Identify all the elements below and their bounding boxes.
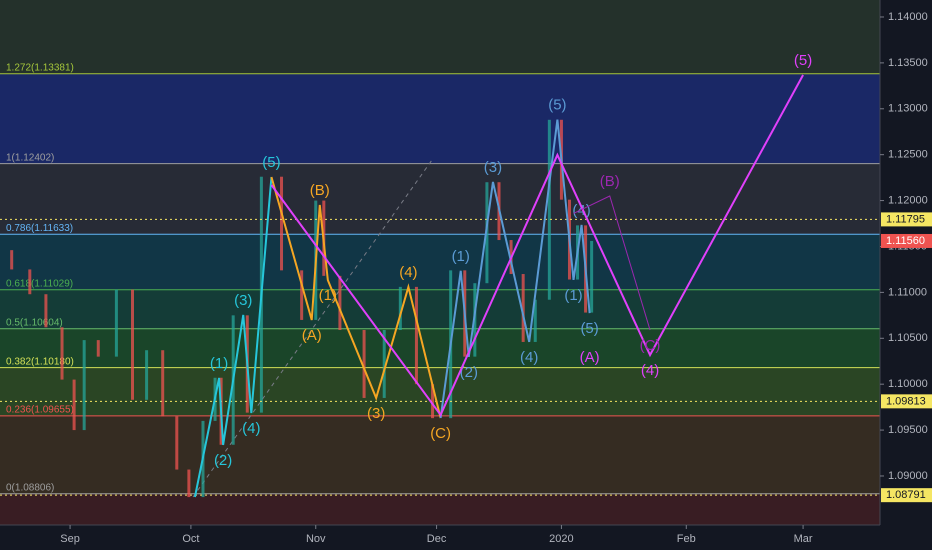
price-axis bbox=[880, 0, 932, 550]
wave-label: (1) bbox=[319, 287, 337, 304]
candle bbox=[521, 274, 525, 342]
wave-label: (4) bbox=[399, 264, 417, 281]
candle bbox=[145, 350, 149, 400]
last-price-label: 1.11560 bbox=[886, 235, 925, 247]
fib-label: 0.618(1.11029) bbox=[6, 278, 73, 289]
fib-band bbox=[0, 493, 880, 525]
trend-line bbox=[192, 159, 433, 498]
candle bbox=[175, 416, 179, 470]
fib-label: 1(1.12402) bbox=[6, 152, 54, 163]
wave-label: (2) bbox=[214, 452, 232, 469]
fib-band bbox=[0, 289, 880, 329]
candle bbox=[398, 286, 402, 331]
fib-band bbox=[0, 234, 880, 290]
candle bbox=[72, 379, 76, 431]
candle bbox=[114, 289, 118, 357]
fib-label: 0.382(1.10180) bbox=[6, 356, 74, 367]
candle bbox=[338, 275, 342, 331]
fib-band bbox=[0, 73, 880, 164]
wave-label: (3) bbox=[484, 159, 502, 176]
fib-band bbox=[0, 0, 880, 74]
fib-label: 0.236(1.09655) bbox=[6, 404, 74, 415]
y-tick-label: 1.14000 bbox=[888, 11, 928, 23]
wave-line bbox=[439, 119, 591, 419]
wave-label: (1) bbox=[564, 287, 582, 304]
candle bbox=[431, 384, 435, 419]
x-tick-label: Dec bbox=[427, 533, 447, 545]
y-tick-label: 1.10000 bbox=[888, 378, 928, 390]
wave-label: (4) bbox=[520, 349, 538, 366]
candle bbox=[44, 294, 48, 328]
wave-label: (C) bbox=[640, 337, 661, 354]
y-tick-label: 1.10500 bbox=[888, 332, 928, 344]
wave-label: (B) bbox=[310, 182, 330, 199]
fib-band bbox=[0, 163, 880, 235]
candle bbox=[533, 299, 537, 342]
fib-label: 1.272(1.13381) bbox=[6, 62, 74, 73]
candle bbox=[590, 240, 594, 313]
wave-label: (2) bbox=[460, 364, 478, 381]
fib-bands: 1.272(1.13381) 1(1.12402) 0.786(1.11633) 0.… bbox=[0, 0, 880, 525]
wave-label: (C) bbox=[430, 425, 451, 442]
x-tick-label: Sep bbox=[60, 533, 80, 545]
last-price-tag bbox=[881, 233, 932, 248]
wave-line bbox=[270, 74, 804, 417]
annotation: (A) bbox=[580, 349, 600, 366]
wave-line bbox=[270, 176, 442, 419]
y-tick-label: 1.12000 bbox=[888, 194, 928, 206]
candle bbox=[382, 330, 386, 398]
x-tick-label: Feb bbox=[677, 533, 696, 545]
candle bbox=[280, 176, 284, 271]
candle bbox=[131, 289, 135, 400]
candle bbox=[28, 269, 32, 295]
wave-label: (3) bbox=[367, 405, 385, 422]
wave-label: (3) bbox=[234, 292, 252, 309]
wave-label: (B) bbox=[600, 173, 620, 190]
candle bbox=[187, 469, 191, 498]
wave-label: (A) bbox=[302, 327, 322, 344]
candle bbox=[161, 350, 165, 417]
price-tag-label: 1.09813 bbox=[886, 395, 926, 407]
time-axis bbox=[0, 525, 880, 550]
candle bbox=[362, 330, 366, 398]
wave-label: (5) bbox=[262, 154, 280, 171]
fib-band bbox=[0, 415, 880, 494]
y-tick-label: 1.09500 bbox=[888, 424, 928, 436]
fib-label: 0(1.08806) bbox=[6, 482, 54, 493]
candle bbox=[96, 340, 100, 357]
fib-label: 0.5(1.10604) bbox=[6, 317, 63, 328]
x-tick-label: Nov bbox=[306, 533, 326, 545]
y-tick-label: 1.09000 bbox=[888, 470, 928, 482]
price-tag-label: 1.11795 bbox=[886, 213, 925, 225]
y-tick-label: 1.11000 bbox=[888, 286, 927, 298]
x-tick-label: 2020 bbox=[549, 533, 573, 545]
wave-label: (4) bbox=[572, 202, 590, 219]
price-tag bbox=[881, 212, 932, 227]
candle bbox=[547, 119, 551, 300]
wave-label: (4) bbox=[641, 362, 659, 379]
candle bbox=[300, 270, 304, 320]
wave-label: (5) bbox=[794, 52, 812, 69]
y-tick-label: 1.13000 bbox=[888, 103, 928, 115]
x-tick-label: Mar bbox=[794, 533, 813, 545]
wave-label: (5) bbox=[580, 320, 598, 337]
y-tick-label: 1.12500 bbox=[888, 149, 928, 161]
wave-line bbox=[573, 195, 651, 331]
candle bbox=[10, 250, 14, 270]
y-tick-label: 1.13500 bbox=[888, 57, 928, 69]
price-tag-label: 1.08791 bbox=[886, 489, 926, 501]
fib-label: 0.786(1.11633) bbox=[6, 223, 73, 234]
candle bbox=[414, 286, 418, 385]
wave-label: (5) bbox=[548, 97, 566, 114]
candle bbox=[82, 340, 86, 431]
wave-label: (4) bbox=[242, 420, 260, 437]
price-tag bbox=[881, 488, 932, 503]
price-tag bbox=[881, 394, 932, 409]
wave-line bbox=[193, 176, 273, 498]
x-tick-label: Oct bbox=[182, 533, 199, 545]
wave-label: (1) bbox=[452, 248, 470, 265]
wave-label: (1) bbox=[210, 355, 228, 372]
candle bbox=[60, 327, 64, 380]
